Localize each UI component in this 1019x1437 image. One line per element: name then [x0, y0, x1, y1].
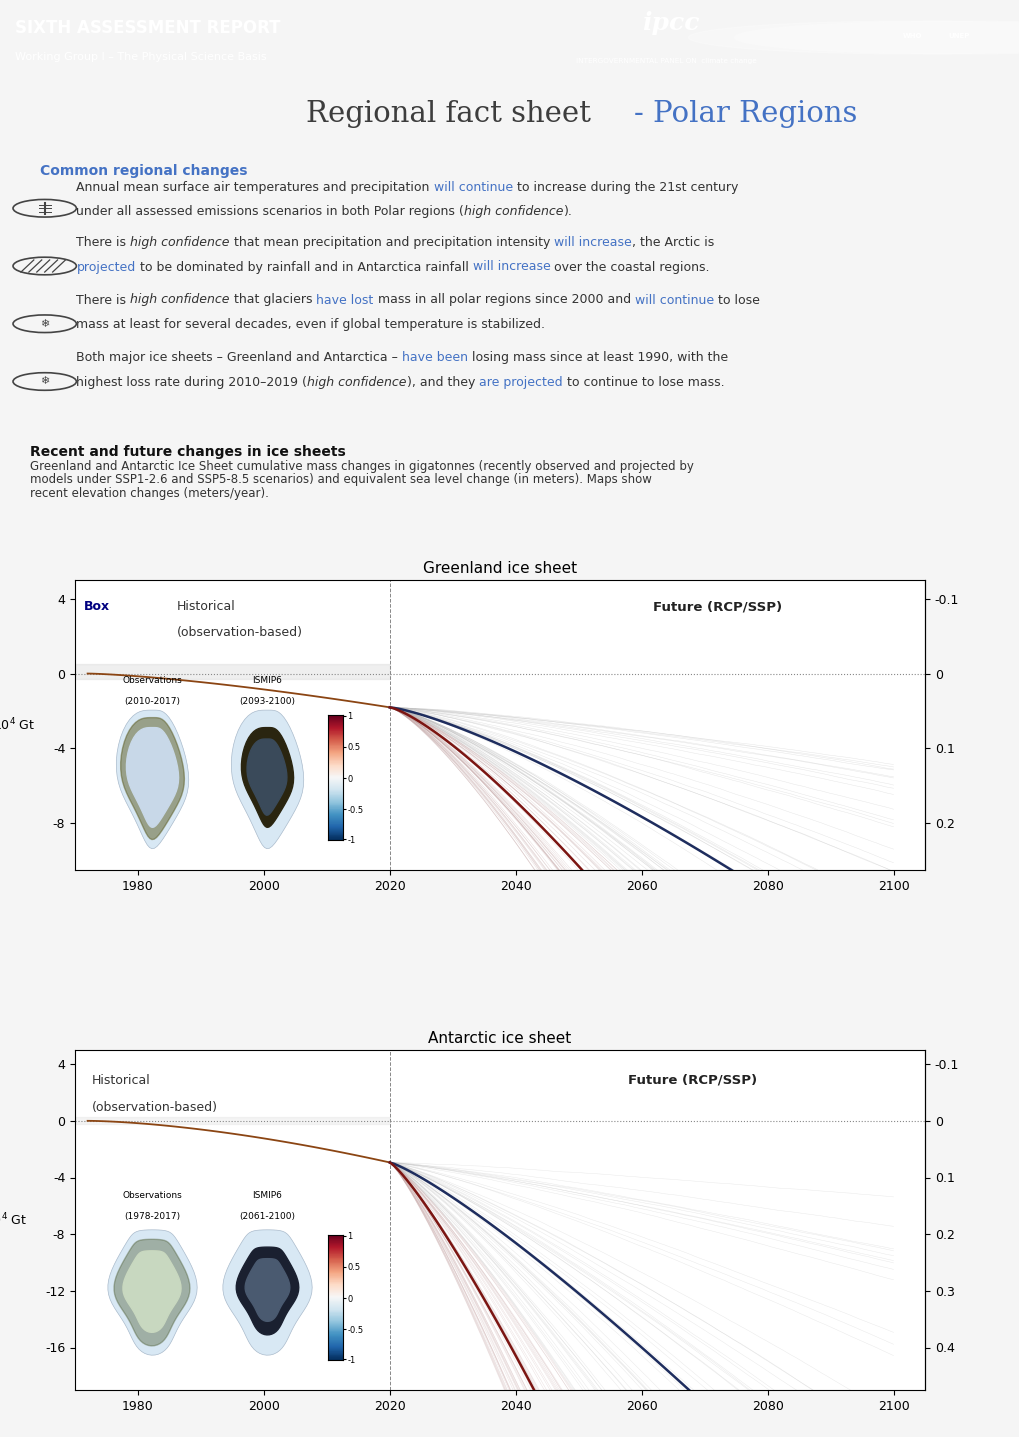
Text: under all assessed emissions scenarios in both Polar regions (: under all assessed emissions scenarios i…: [76, 205, 464, 218]
Text: Regional fact sheet: Regional fact sheet: [306, 99, 599, 128]
Text: Historical: Historical: [92, 1073, 151, 1086]
Polygon shape: [120, 717, 184, 839]
Text: Future (RCP/SSP): Future (RCP/SSP): [652, 601, 782, 614]
Text: to lose: to lose: [713, 293, 759, 306]
Text: Future (RCP/SSP): Future (RCP/SSP): [627, 1073, 756, 1086]
Text: INTERGOVERNMENTAL PANEL ON  climate change: INTERGOVERNMENTAL PANEL ON climate chang…: [576, 59, 756, 65]
Text: highest loss rate during 2010–2019 (: highest loss rate during 2010–2019 (: [76, 376, 307, 389]
Y-axis label: 10$^4$ Gt: 10$^4$ Gt: [0, 717, 35, 733]
Text: will increase: will increase: [472, 260, 549, 273]
Polygon shape: [242, 727, 293, 828]
Text: that mean precipitation and precipitation intensity: that mean precipitation and precipitatio…: [229, 236, 553, 249]
Text: to increase during the 21st century: to increase during the 21st century: [513, 181, 738, 194]
Text: (1978-2017): (1978-2017): [124, 1211, 180, 1220]
Text: ).: ).: [564, 205, 572, 218]
Text: (2093-2100): (2093-2100): [239, 697, 296, 706]
Text: Greenland and Antarctic Ice Sheet cumulative mass changes in gigatonnes (recentl: Greenland and Antarctic Ice Sheet cumula…: [30, 460, 693, 473]
Text: Both major ice sheets – Greenland and Antarctica –: Both major ice sheets – Greenland and An…: [76, 351, 401, 364]
Text: mass at least for several decades, even if global temperature is stabilized.: mass at least for several decades, even …: [76, 318, 545, 332]
Text: , the Arctic is: , the Arctic is: [632, 236, 713, 249]
Text: UNEP: UNEP: [948, 33, 968, 39]
Text: are projected: are projected: [479, 376, 562, 389]
Text: high confidence: high confidence: [307, 376, 407, 389]
Text: high confidence: high confidence: [464, 205, 564, 218]
Text: will increase: will increase: [553, 236, 632, 249]
Text: WHO: WHO: [902, 33, 922, 39]
Circle shape: [688, 22, 1019, 55]
Polygon shape: [223, 1230, 312, 1355]
Text: Annual mean surface air temperatures and precipitation: Annual mean surface air temperatures and…: [76, 181, 433, 194]
Y-axis label: 10$^4$ Gt: 10$^4$ Gt: [0, 1211, 28, 1229]
Polygon shape: [114, 1239, 190, 1346]
Text: high confidence: high confidence: [130, 293, 229, 306]
Text: ), and they: ), and they: [407, 376, 479, 389]
Text: (observation-based): (observation-based): [92, 1101, 218, 1114]
Text: Working Group I – The Physical Science Basis: Working Group I – The Physical Science B…: [15, 53, 267, 62]
Text: Recent and future changes in ice sheets: Recent and future changes in ice sheets: [30, 445, 345, 458]
Polygon shape: [236, 1247, 299, 1335]
Text: to be dominated by rainfall and in Antarctica rainfall: to be dominated by rainfall and in Antar…: [136, 260, 472, 273]
Text: have lost: have lost: [316, 293, 373, 306]
Text: (observation-based): (observation-based): [177, 627, 303, 639]
Polygon shape: [108, 1230, 197, 1355]
Text: ISMIP6: ISMIP6: [253, 1191, 282, 1200]
Text: Observations: Observations: [122, 675, 182, 685]
Text: models under SSP1-2.6 and SSP5-8.5 scenarios) and equivalent sea level change (i: models under SSP1-2.6 and SSP5-8.5 scena…: [30, 473, 651, 486]
Text: mass in all polar regions since 2000 and: mass in all polar regions since 2000 and: [373, 293, 634, 306]
Title: Greenland ice sheet: Greenland ice sheet: [423, 560, 577, 576]
Text: (2010-2017): (2010-2017): [124, 697, 180, 706]
Text: recent elevation changes (meters/year).: recent elevation changes (meters/year).: [30, 487, 268, 500]
Title: Antarctic ice sheet: Antarctic ice sheet: [428, 1032, 571, 1046]
Polygon shape: [116, 710, 189, 849]
Text: Box: Box: [84, 601, 109, 614]
Text: Common regional changes: Common regional changes: [40, 164, 247, 178]
Text: - Polar Regions: - Polar Regions: [634, 99, 857, 128]
Text: have been: have been: [401, 351, 468, 364]
Text: There is: There is: [76, 293, 130, 306]
Text: that glaciers: that glaciers: [229, 293, 316, 306]
Text: projected: projected: [76, 260, 136, 273]
Polygon shape: [231, 710, 304, 849]
Polygon shape: [123, 1250, 180, 1332]
Text: SIXTH ASSESSMENT REPORT: SIXTH ASSESSMENT REPORT: [15, 19, 280, 37]
Text: There is: There is: [76, 236, 130, 249]
Text: ipcc: ipcc: [642, 11, 699, 36]
Circle shape: [734, 22, 1019, 55]
Polygon shape: [128, 733, 175, 823]
Text: ❄: ❄: [40, 319, 49, 329]
Text: (2061-2100): (2061-2100): [239, 1211, 296, 1220]
Text: will continue: will continue: [433, 181, 513, 194]
Polygon shape: [123, 1250, 180, 1332]
Polygon shape: [126, 727, 178, 828]
Text: Historical: Historical: [177, 601, 235, 614]
Text: ❄: ❄: [40, 376, 49, 387]
Text: Observations: Observations: [122, 1191, 182, 1200]
Polygon shape: [247, 739, 286, 815]
Text: over the coastal regions.: over the coastal regions.: [549, 260, 709, 273]
Text: high confidence: high confidence: [130, 236, 229, 249]
Text: ISMIP6: ISMIP6: [253, 675, 282, 685]
Text: losing mass since at least 1990, with the: losing mass since at least 1990, with th…: [468, 351, 728, 364]
Text: will continue: will continue: [634, 293, 713, 306]
Text: to continue to lose mass.: to continue to lose mass.: [562, 376, 723, 389]
Polygon shape: [245, 1259, 289, 1322]
